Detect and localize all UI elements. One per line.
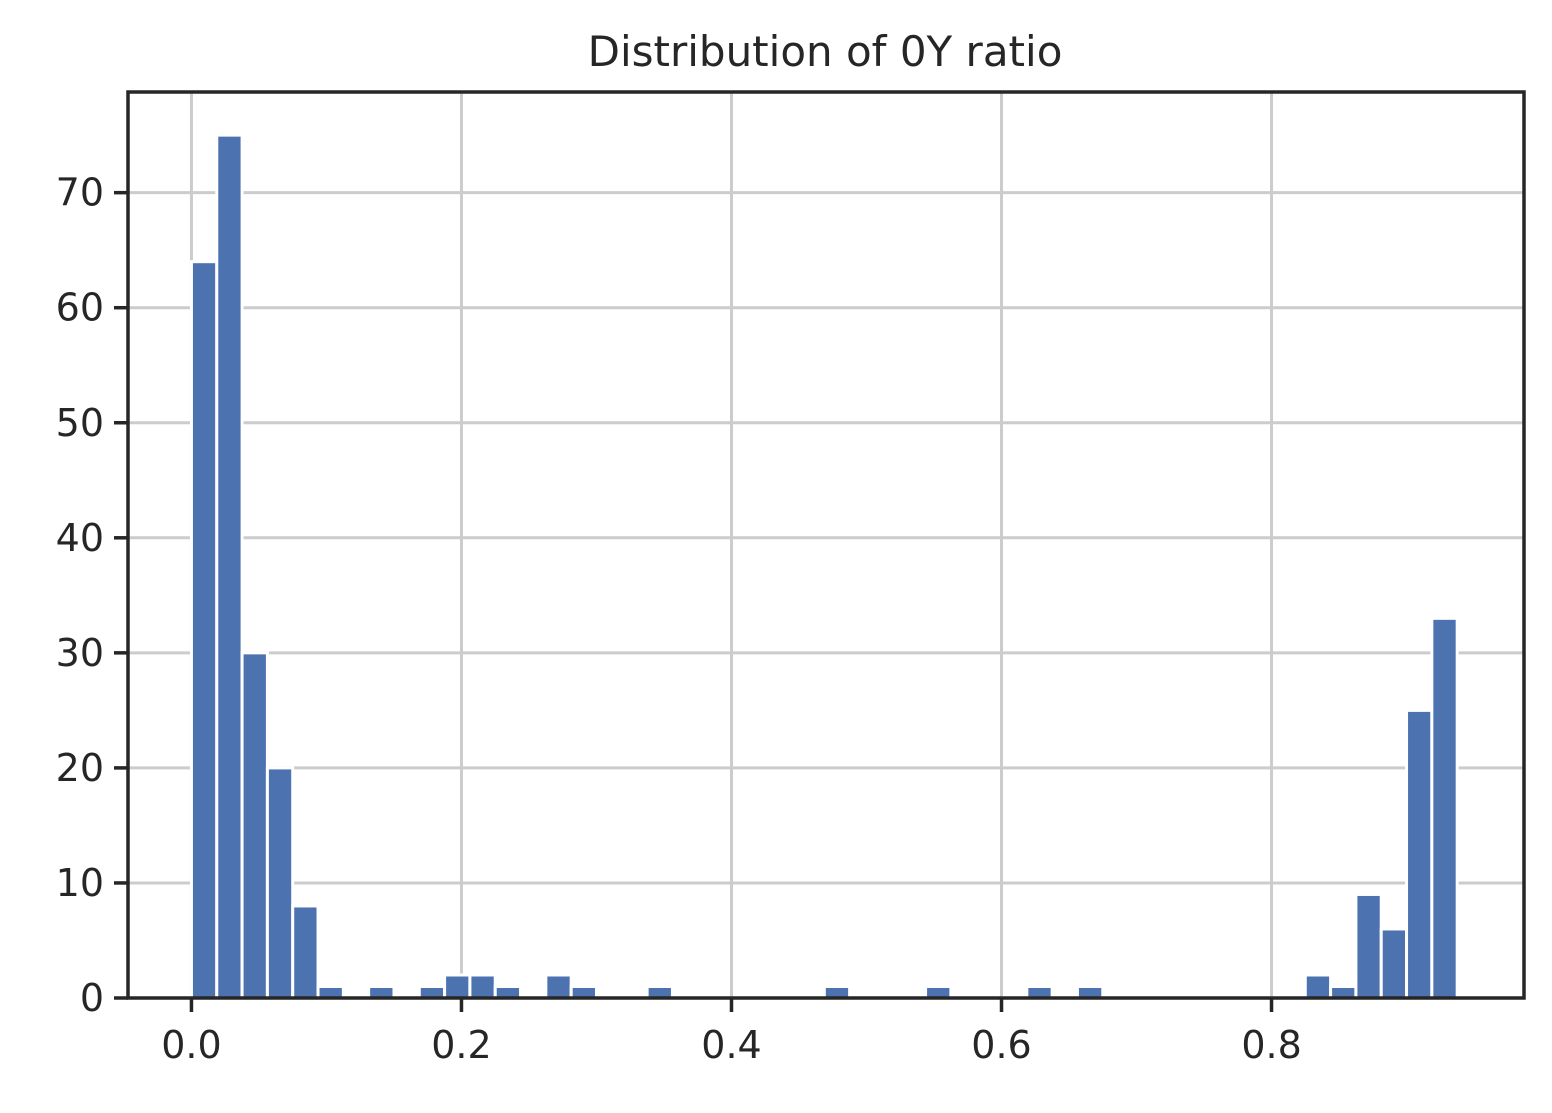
chart-title: Distribution of 0Y ratio: [588, 27, 1063, 76]
y-tick-label: 20: [56, 746, 104, 790]
bars: [189, 133, 1459, 1000]
histogram-bar-49: [1430, 616, 1459, 1000]
x-tick-label: 0.6: [971, 1023, 1031, 1067]
y-tick-label: 50: [56, 401, 104, 445]
x-tick-label: 0.4: [701, 1023, 761, 1067]
y-tick-label: 40: [56, 516, 104, 560]
grid-lines: [128, 92, 1524, 1000]
x-tick-label: 0.8: [1241, 1023, 1301, 1067]
x-tick-label: 0.2: [431, 1023, 491, 1067]
histogram-bar-44: [1303, 973, 1333, 1000]
histogram-bar-48: [1405, 708, 1434, 1000]
histogram-bar-0: [189, 260, 219, 1000]
histogram-bar-4: [291, 904, 320, 1000]
axis-ticks: 0.0 0.2 0.4 0.6 0.8 0 10 20 30 40 50 60 70: [56, 171, 1302, 1067]
histogram-bar-46: [1354, 892, 1383, 1000]
y-tick-label: 30: [56, 631, 104, 675]
histogram-bar-47: [1379, 927, 1409, 1000]
histogram-bar-1: [215, 133, 244, 1000]
histogram-bar-10: [443, 973, 472, 1000]
histogram-bar-3: [265, 766, 295, 1000]
y-tick-label: 0: [80, 976, 104, 1020]
histogram-bar-2: [240, 651, 269, 1000]
plot-frame: [126, 90, 1526, 1000]
histogram-bar-11: [468, 973, 497, 1000]
histogram-bar-14: [544, 973, 573, 1000]
x-tick-label: 0.0: [161, 1023, 221, 1067]
y-tick-label: 60: [56, 286, 104, 330]
y-tick-label: 10: [56, 861, 104, 905]
y-tick-label: 70: [56, 171, 104, 215]
